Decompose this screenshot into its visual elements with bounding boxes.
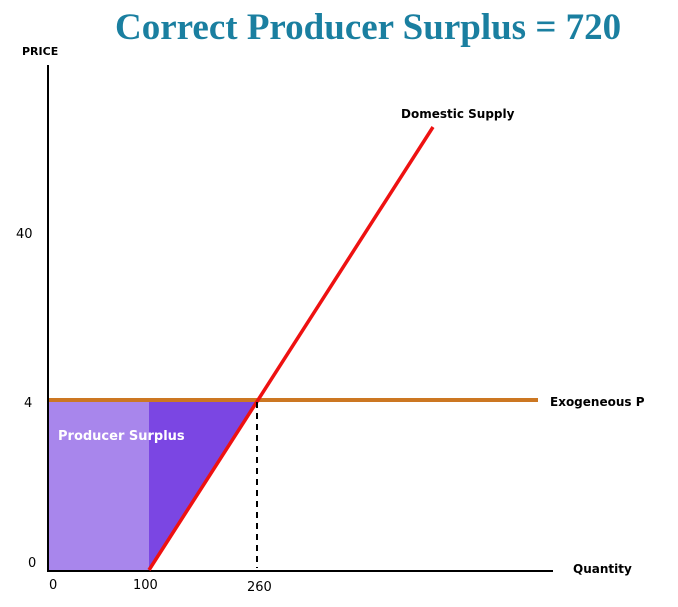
- domestic-supply-line: [147, 126, 435, 571]
- chart-title: Correct Producer Surplus = 720: [115, 7, 622, 48]
- y-tick-label-0: 0: [28, 556, 36, 571]
- exogeneous-price-label: Exogeneous P: [550, 395, 645, 409]
- y-tick-label-40: 40: [16, 227, 33, 242]
- x-tick-label-100: 100: [133, 578, 158, 593]
- x-tick-label-0: 0: [49, 578, 57, 593]
- domestic-supply-label: Domestic Supply: [401, 107, 515, 121]
- x-axis-label: Quantity: [573, 562, 632, 576]
- y-tick-label-4: 4: [24, 396, 32, 411]
- producer-surplus-label: Producer Surplus: [58, 429, 185, 444]
- producer-surplus-region-rect: [49, 400, 149, 570]
- x-tick-label-260: 260: [247, 580, 272, 595]
- y-axis-label: PRICE: [22, 45, 58, 58]
